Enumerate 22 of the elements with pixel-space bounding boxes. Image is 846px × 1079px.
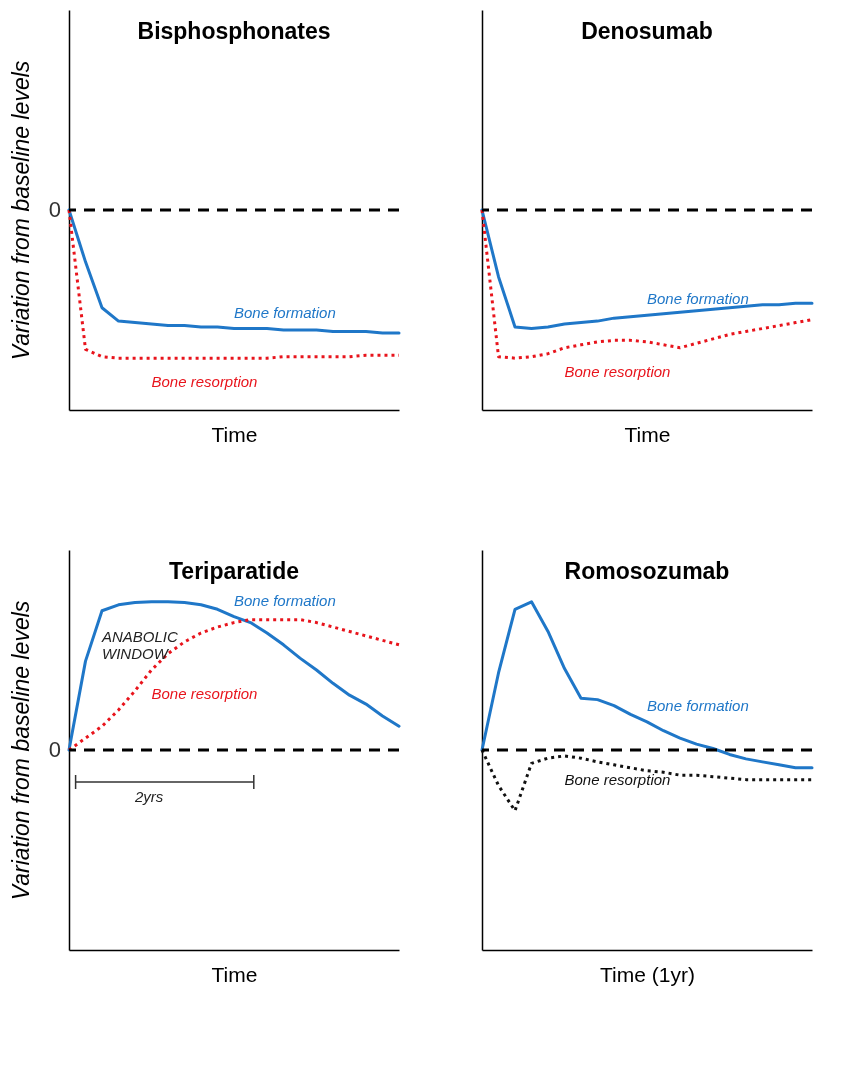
- ref-line-label: 0: [48, 197, 61, 222]
- chart-title: Denosumab: [581, 18, 713, 44]
- series-label: Bone formation: [234, 591, 336, 609]
- x-axis-title: Time (1yr): [600, 962, 695, 986]
- x-axis-title: Time: [211, 422, 258, 446]
- chart-title: Bisphosphonates: [137, 18, 331, 44]
- x-axis-title: Time: [211, 962, 258, 986]
- y-axis-title: Variation from baseline levels: [7, 60, 34, 361]
- chart-title: Teriparatide: [169, 558, 299, 584]
- series-label: Bone formation: [647, 290, 749, 308]
- series-label: Bone resorption: [151, 685, 258, 702]
- ref-line-label: 0: [48, 737, 61, 762]
- series-label: Bone resorption: [564, 362, 671, 380]
- y-axis-title: Variation from baseline levels: [7, 600, 34, 901]
- annotation: ANABOLIC WINDOW: [101, 628, 179, 662]
- chart-title: Romosozumab: [564, 558, 730, 584]
- series-label: Bone resorption: [564, 770, 671, 788]
- series-label: Bone formation: [647, 696, 749, 714]
- x-axis-title: Time: [624, 422, 671, 446]
- series-label: Bone resorption: [151, 373, 258, 391]
- text: 2yrs: [134, 788, 164, 805]
- series-label: Bone formation: [234, 303, 336, 321]
